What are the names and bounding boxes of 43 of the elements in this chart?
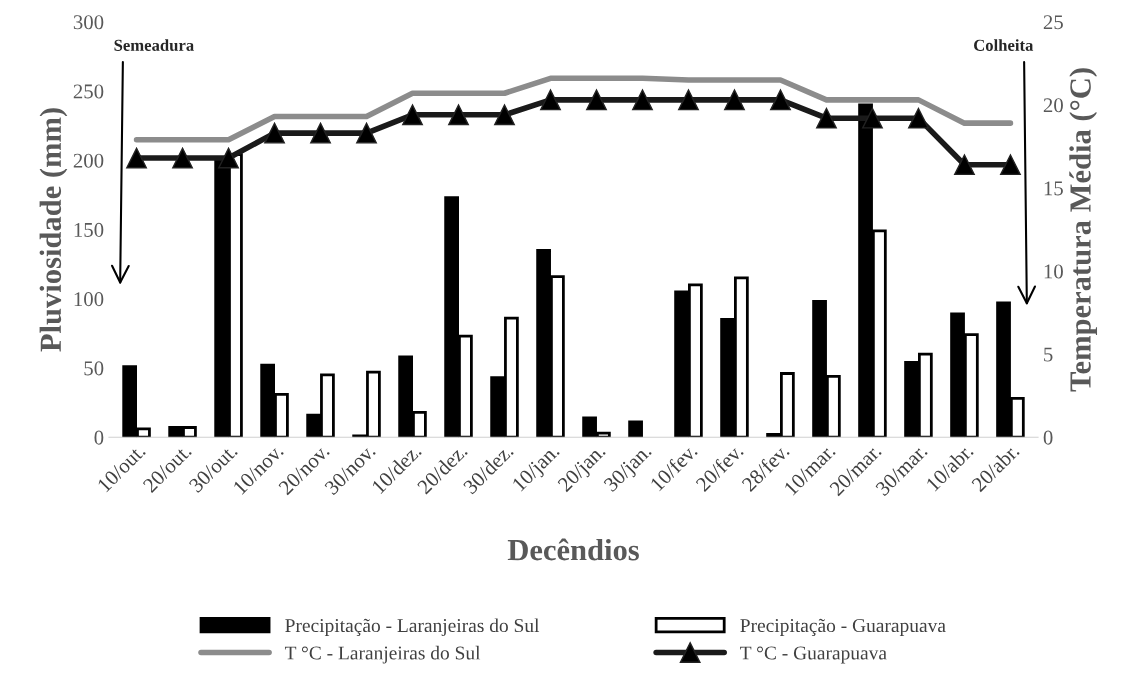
legend-label: Precipitação - Laranjeiras do Sul xyxy=(285,618,540,637)
point xyxy=(816,107,837,129)
point xyxy=(126,147,147,169)
y2-axis-title: Temperatura Média (°C) xyxy=(1069,68,1098,392)
y-tick-label: 300 xyxy=(73,15,104,30)
y-axis-title: Pluviosidade (mm) xyxy=(39,108,68,352)
y-tick-label: 100 xyxy=(74,292,104,307)
annotation: Colheita xyxy=(974,39,1034,51)
y2-tick-label: 15 xyxy=(1044,181,1063,196)
y2-tick-label: 0 xyxy=(1043,430,1053,445)
annotation: Semeadura xyxy=(114,39,194,51)
bar xyxy=(628,420,643,438)
y-tick-label: 0 xyxy=(94,430,104,445)
point xyxy=(586,89,607,111)
point xyxy=(1000,154,1021,176)
y-tick-label: 200 xyxy=(73,153,104,168)
y2-tick-label: 20 xyxy=(1043,98,1063,113)
y-tick-label: 250 xyxy=(73,84,104,99)
point xyxy=(678,89,699,111)
point xyxy=(862,107,883,129)
point xyxy=(356,122,377,144)
y-tick-label: 50 xyxy=(84,361,104,376)
point xyxy=(448,104,469,126)
y2-tick-label: 5 xyxy=(1044,347,1053,362)
point xyxy=(908,107,929,129)
x-axis-title: Decêndios xyxy=(507,538,639,561)
point xyxy=(770,89,791,111)
point xyxy=(632,89,653,111)
legend-label: T °C - Laranjeiras do Sul xyxy=(284,645,481,664)
point xyxy=(172,147,193,169)
point xyxy=(724,89,745,111)
legend-label: T °C - Guarapuava xyxy=(740,646,887,664)
y2-tick-label: 25 xyxy=(1043,15,1063,30)
legend-label: Precipitação - Guarapuava xyxy=(740,618,946,637)
y2-tick-label: 10 xyxy=(1044,264,1063,279)
y-tick-label: 150 xyxy=(74,222,104,237)
point xyxy=(540,89,561,111)
point xyxy=(494,104,515,126)
point xyxy=(954,154,975,176)
point xyxy=(218,147,239,169)
point xyxy=(310,122,331,144)
point xyxy=(402,104,423,126)
point xyxy=(264,122,285,144)
